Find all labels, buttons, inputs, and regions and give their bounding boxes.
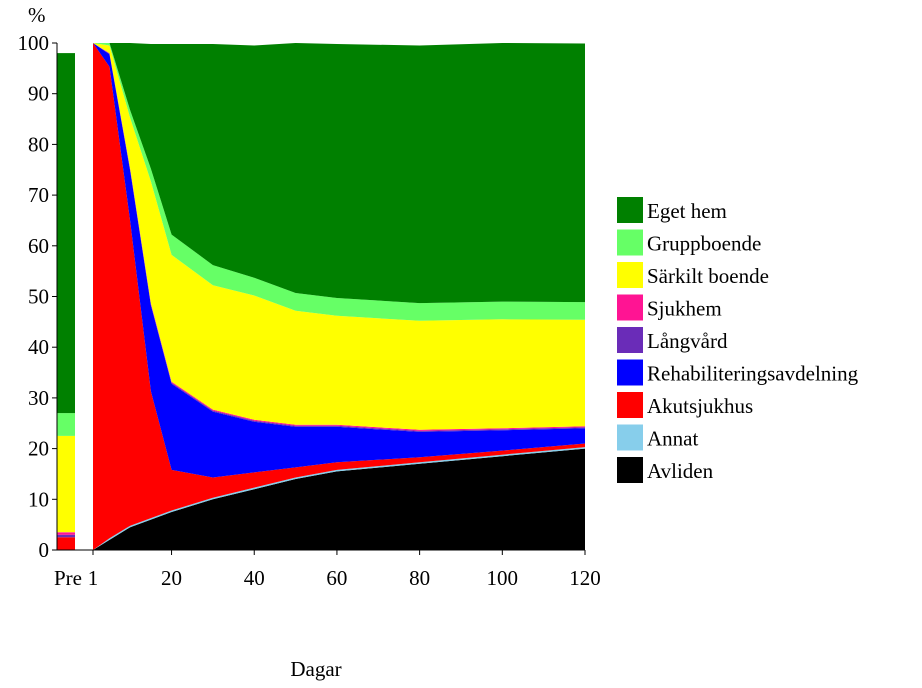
y-tick-label: 0: [39, 538, 50, 562]
y-tick-label: 50: [28, 285, 49, 309]
y-tick-label: 10: [28, 487, 49, 511]
y-tick-label: 20: [28, 437, 49, 461]
y-tick-label: 60: [28, 234, 49, 258]
legend-swatch: [617, 424, 643, 451]
area-avliden: [93, 448, 585, 550]
pre-segment-långvård: [57, 534, 75, 538]
x-tick-label: 120: [569, 566, 601, 590]
y-tick-label: 80: [28, 132, 49, 156]
area-särkilt-boende: [93, 43, 585, 430]
legend-label: Akutsjukhus: [647, 394, 753, 418]
area-rehabiliteringsavdelning: [93, 43, 585, 478]
pre-segment-akutsjukhus: [57, 537, 75, 550]
pre-segment-särkilt-boende: [57, 435, 75, 533]
x-tick-label: 60: [326, 566, 347, 590]
legend-label: Rehabiliteringsavdelning: [647, 362, 859, 386]
legend: Eget hem Gruppboende Särkilt boende Sjukhem…: [617, 197, 859, 483]
y-tick-label: 90: [28, 82, 49, 106]
x-tick-label: 20: [161, 566, 182, 590]
legend-swatch: [617, 327, 643, 353]
pre-bar: [57, 53, 75, 550]
y-tick-labels: 0 10 20 30 40 50 60 70 80 90 100: [18, 31, 57, 562]
legend-label: Avliden: [647, 459, 714, 483]
x-axis-label: Dagar: [290, 657, 341, 681]
legend-label: Annat: [647, 427, 698, 451]
legend-swatch: [617, 457, 643, 483]
x-tick-label: 40: [244, 566, 265, 590]
y-tick-label: 70: [28, 183, 49, 207]
area-series-group: [93, 43, 585, 550]
pre-segment-sjukhem: [57, 532, 75, 535]
legend-label: Särkilt boende: [647, 264, 769, 288]
legend-swatch: [617, 359, 643, 386]
y-axis-label: %: [28, 3, 46, 27]
x-tick-labels: Pre 1 20 40 60 80 100 120: [54, 550, 601, 590]
legend-swatch: [617, 392, 643, 418]
legend-label: Sjukhem: [647, 297, 722, 321]
x-tick-label: 100: [487, 566, 519, 590]
y-tick-label: 100: [18, 31, 50, 55]
x-tick-label: 80: [409, 566, 430, 590]
x-tick-label-pre: Pre: [54, 566, 82, 590]
legend-swatch: [617, 229, 643, 256]
legend-swatch: [617, 262, 643, 288]
legend-label: Eget hem: [647, 199, 727, 223]
legend-label: Gruppboende: [647, 232, 761, 256]
legend-swatch: [617, 197, 643, 223]
x-tick-label: 1: [88, 566, 99, 590]
y-tick-label: 40: [28, 335, 49, 359]
y-tick-label: 30: [28, 386, 49, 410]
legend-swatch: [617, 294, 643, 321]
legend-label: Långvård: [647, 329, 728, 353]
pre-segment-eget-hem: [57, 53, 75, 414]
area-eget-hem: [93, 43, 585, 304]
pre-segment-gruppboende: [57, 413, 75, 436]
area-akutsjukhus: [93, 43, 585, 550]
